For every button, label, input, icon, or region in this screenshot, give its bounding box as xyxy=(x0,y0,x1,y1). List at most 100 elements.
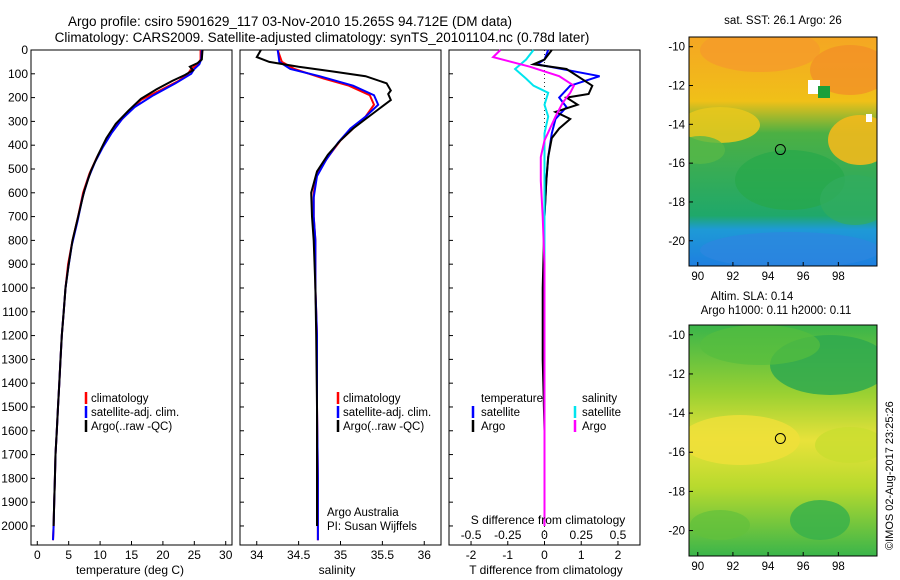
series-salinity-argo xyxy=(491,49,576,526)
depth-tick-label: 400 xyxy=(8,138,28,152)
depth-tick-label: 1800 xyxy=(1,471,28,485)
x-tick-label: 10 xyxy=(93,548,107,562)
series-satellite-adj-clim- xyxy=(276,49,380,541)
sla-map-frame xyxy=(688,324,878,557)
map-y-tick-label: -20 xyxy=(668,236,685,248)
depth-tick-label: 600 xyxy=(8,186,28,200)
series-climatology xyxy=(52,50,202,541)
map-y-tick-label: -16 xyxy=(668,158,685,170)
legend-label-argo: Argo(..raw -QC) xyxy=(91,421,172,433)
figure-title-line1: Argo profile: csiro 5901629_117 03-Nov-2… xyxy=(68,14,512,29)
x-tick-label: 34.5 xyxy=(287,548,311,562)
legend-title-temperature: temperature xyxy=(481,393,543,405)
depth-tick-label: 800 xyxy=(8,233,28,247)
depth-tick-label: 500 xyxy=(8,162,28,176)
sla-map-subtitle: Argo h1000: 0.11 h2000: 0.11 xyxy=(701,305,851,317)
legend-label-temp-satellite: satellite xyxy=(481,407,520,419)
x-tick-label: 30 xyxy=(219,548,233,562)
map-x-tick-label: 96 xyxy=(797,561,810,573)
legend-label-satellite: satellite-adj. clim. xyxy=(343,407,431,419)
depth-tick-label: 1600 xyxy=(1,424,28,438)
depth-tick-label: 1100 xyxy=(2,305,28,319)
salinity-panel-frame xyxy=(239,49,442,546)
salinity-xlabel: salinity xyxy=(319,563,356,577)
sst-argo-location-marker xyxy=(774,144,786,156)
series-argo-raw-qc- xyxy=(52,49,204,527)
depth-tick-label: 1700 xyxy=(1,448,28,462)
legend-label-sal-argo: Argo xyxy=(582,421,606,433)
sst-map-axes: 90 92 94 96 98 -10 -12 -14 -16 -18 -20 xyxy=(668,42,844,283)
salinity-series xyxy=(255,49,393,541)
x-tick-label: 34 xyxy=(250,548,264,562)
depth-tick-label: 700 xyxy=(8,210,28,224)
legend-label-climatology: climatology xyxy=(343,393,401,405)
x-tick-label: 35.5 xyxy=(371,548,395,562)
depth-axis: 0 100 200 300 400 500 600 700 800 900 1000 1100 1200… xyxy=(1,43,453,533)
map-x-tick-label: 94 xyxy=(762,561,775,573)
sst-map-frame xyxy=(688,36,878,267)
x-tick-label: 15 xyxy=(125,548,139,562)
map-x-tick-label: 92 xyxy=(727,561,740,573)
depth-tick-label: 200 xyxy=(8,91,28,105)
s-diff-tick-label: -0.5 xyxy=(461,528,482,542)
map-y-tick-label: -10 xyxy=(668,42,685,54)
legend-title-salinity: salinity xyxy=(582,393,617,405)
operator-annotation: Argo Australia xyxy=(327,507,399,519)
imos-timestamp: ©IMOS 02-Aug-2017 23:25:26 xyxy=(884,401,896,550)
map-y-tick-label: -12 xyxy=(668,81,685,93)
t-difference-x-axis: -2 -1 0 1 2 xyxy=(466,541,622,562)
map-y-tick-label: -14 xyxy=(668,408,685,420)
depth-tick-label: 2000 xyxy=(1,519,28,533)
sla-map-field xyxy=(689,325,877,556)
pi-annotation: PI: Susan Wijffels xyxy=(327,521,417,533)
x-tick-label: 2 xyxy=(615,548,622,562)
sst-map-title: sat. SST: 26.1 Argo: 26 xyxy=(724,15,842,27)
map-x-tick-label: 98 xyxy=(832,271,845,283)
x-tick-label: 25 xyxy=(188,548,202,562)
map-x-tick-label: 90 xyxy=(691,561,704,573)
series-argo-raw-qc- xyxy=(255,49,393,526)
map-x-tick-label: 96 xyxy=(797,271,810,283)
map-y-tick-label: -10 xyxy=(668,330,685,342)
series-satellite-adj-clim- xyxy=(52,49,203,541)
legend-label-satellite: satellite-adj. clim. xyxy=(91,407,179,419)
s-diff-tick-label: 0 xyxy=(541,528,548,542)
s-difference-xlabel: S difference from climatology xyxy=(471,513,626,527)
x-tick-label: -2 xyxy=(466,548,477,562)
legend-label-climatology: climatology xyxy=(91,393,149,405)
sla-map-title: Altim. SLA: 0.14 xyxy=(711,291,794,303)
sla-argo-location-marker xyxy=(774,433,786,445)
depth-tick-label: 900 xyxy=(8,257,28,271)
x-tick-label: 1 xyxy=(578,548,585,562)
temperature-xlabel: temperature (deg C) xyxy=(76,563,184,577)
salinity-legend: climatology satellite-adj. clim. Argo(..… xyxy=(336,392,431,433)
depth-tick-label: 0 xyxy=(21,43,28,57)
salinity-x-axis: 34 34.5 35 35.5 36 xyxy=(250,541,431,562)
depth-tick-label: 1400 xyxy=(1,376,28,390)
t-difference-xlabel: T difference from climatology xyxy=(469,563,623,577)
depth-tick-label: 1200 xyxy=(1,329,28,343)
figure-title-line2: Climatology: CARS2009. Satellite-adjuste… xyxy=(55,30,590,45)
legend-label-argo: Argo(..raw -QC) xyxy=(343,421,424,433)
x-tick-label: -1 xyxy=(502,548,513,562)
sla-map-axes: 90 92 94 96 98 -10 -12 -14 -16 -18 -20 xyxy=(668,330,844,573)
depth-tick-label: 1500 xyxy=(1,400,28,414)
map-y-tick-label: -16 xyxy=(668,447,685,459)
map-y-tick-label: -12 xyxy=(668,369,685,381)
x-tick-label: 0 xyxy=(541,548,548,562)
s-diff-tick-label: 0.25 xyxy=(570,528,594,542)
legend-label-sal-satellite: satellite xyxy=(582,407,621,419)
difference-series xyxy=(491,49,600,526)
s-diff-tick-label: 0.5 xyxy=(610,528,627,542)
difference-legend: temperature salinity satellite Argo sate… xyxy=(471,393,621,433)
temperature-panel-frame xyxy=(30,49,233,546)
temperature-x-axis: 0 5 10 15 20 25 30 xyxy=(34,541,233,562)
depth-tick-label: 1900 xyxy=(1,495,28,509)
temperature-series xyxy=(52,49,204,541)
series-temperature-argo xyxy=(529,49,594,526)
sst-map-field xyxy=(689,37,877,266)
map-y-tick-label: -14 xyxy=(668,119,685,131)
legend-label-temp-argo: Argo xyxy=(481,421,505,433)
map-y-tick-label: -20 xyxy=(668,526,685,538)
